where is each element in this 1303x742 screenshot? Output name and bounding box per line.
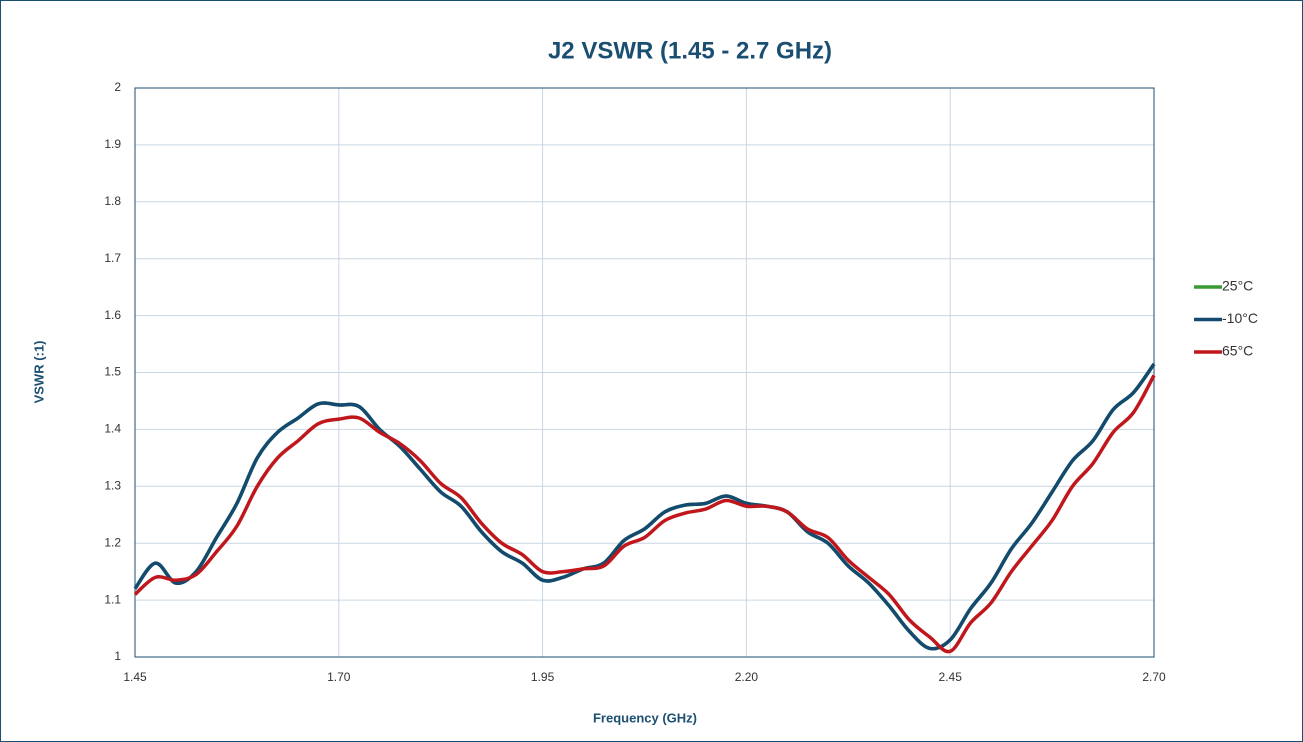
y-tick-label: 1.9 [104,137,121,151]
y-tick-label: 1.2 [104,535,121,549]
x-tick-label: 2.70 [1142,670,1166,684]
y-tick-label: 1.4 [104,422,121,436]
y-tick-label: 1.3 [104,478,121,492]
y-tick-label: 1.5 [104,365,121,379]
y-tick-label: 1.7 [104,251,121,265]
y-tick-label: 1.6 [104,308,121,322]
y-axis-title: VSWR (:1) [31,341,46,404]
legend-label: -10°C [1222,310,1258,326]
plot-frame [134,87,1155,658]
y-tick-label: 1 [114,649,121,663]
x-axis-title: Frequency (GHz) [593,710,697,725]
y-tick-label: 1.8 [104,194,121,208]
x-tick-label: 2.20 [735,670,759,684]
chart-title: J2 VSWR (1.45 - 2.7 GHz) [548,37,832,64]
series-line [133,362,1156,651]
x-tick-label: 2.45 [939,670,963,684]
x-tick-label: 1.95 [531,670,555,684]
x-tick-label: 1.45 [123,670,147,684]
y-tick-label: 2 [114,80,121,94]
series-line [133,374,1156,654]
legend-label: 65°C [1222,343,1253,359]
legend-label: 25°C [1222,278,1253,294]
x-tick-label: 1.70 [327,670,351,684]
y-tick-label: 1.1 [104,592,121,606]
